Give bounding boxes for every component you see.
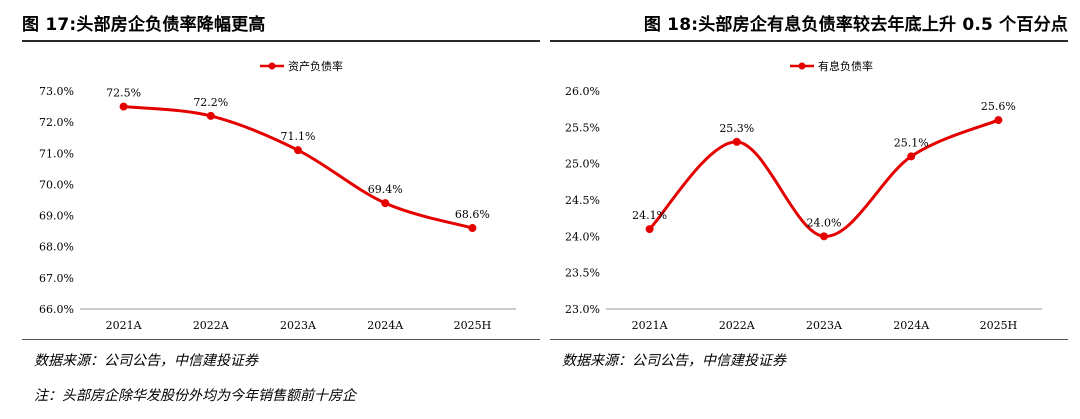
- y-tick-label: 72.0%: [39, 116, 74, 129]
- x-tick-label: 2021A: [106, 319, 143, 332]
- data-point: [820, 232, 828, 241]
- legend-marker-swatch: [268, 62, 276, 70]
- data-label: 25.6%: [981, 100, 1016, 113]
- footnote: 注：头部房企除华发股份外均为今年销售额前十房企: [34, 388, 356, 404]
- y-tick-label: 71.0%: [39, 147, 74, 160]
- data-label: 72.5%: [106, 87, 141, 100]
- data-point: [119, 102, 128, 111]
- right-figure-panel: 图 18:头部房企有息负债率较去年底上升 0.5 个百分点 有息负债率 26.0%…: [550, 0, 1068, 419]
- y-tick-label: 66.0%: [39, 303, 74, 316]
- x-tick-label: 2025H: [454, 319, 492, 332]
- data-label: 69.4%: [368, 183, 403, 196]
- y-tick-label: 23.5%: [565, 267, 600, 280]
- x-tick-label: 2022A: [719, 319, 756, 332]
- legend-label: 资产负债率: [288, 59, 343, 73]
- data-label: 72.2%: [193, 96, 228, 109]
- y-tick-label: 67.0%: [39, 272, 74, 285]
- data-label: 24.0%: [807, 216, 842, 229]
- data-label: 25.1%: [894, 136, 929, 149]
- data-point: [732, 137, 741, 146]
- data-point: [994, 116, 1003, 125]
- right-title-rule: [550, 40, 1068, 42]
- data-point: [381, 199, 390, 208]
- series-line: [122, 105, 474, 230]
- y-tick-label: 23.0%: [565, 303, 600, 316]
- y-tick-label: 69.0%: [39, 210, 74, 223]
- legend: 有息负债率: [790, 59, 873, 73]
- left-bottom-rule: [22, 339, 540, 340]
- right-source-text: 数据来源：公司公告，中信建投证券: [562, 353, 786, 369]
- legend-marker-swatch: [798, 62, 806, 70]
- data-point: [468, 224, 477, 233]
- x-tick-label: 2023A: [280, 319, 317, 332]
- y-tick-label: 26.0%: [565, 85, 600, 98]
- data-point: [645, 225, 654, 234]
- right-figure-title: 图 18:头部房企有息负债率较去年底上升 0.5 个百分点: [643, 15, 1068, 35]
- legend: 资产负债率: [260, 59, 343, 73]
- data-label: 68.6%: [455, 208, 490, 221]
- left-source-text: 数据来源：公司公告，中信建投证券: [34, 353, 258, 369]
- y-tick-label: 24.0%: [565, 230, 600, 243]
- left-line-chart: 资产负债率 73.0% 72.0% 71.0% 70.0% 69.0% 68.0% 67.0%…: [39, 59, 516, 332]
- data-point: [294, 146, 302, 155]
- left-title-rule: [22, 40, 540, 42]
- y-tick-label: 68.0%: [39, 241, 74, 254]
- x-tick-label: 2021A: [632, 319, 669, 332]
- left-figure-panel: 图 17:头部房企负债率降幅更高 资产负债率 73.0% 72.0% 71.0% 70.…: [22, 0, 540, 419]
- y-tick-label: 24.5%: [565, 194, 600, 207]
- y-tick-label: 70.0%: [39, 178, 74, 191]
- data-label: 71.1%: [281, 130, 316, 143]
- right-bottom-rule: [550, 339, 1068, 340]
- x-tick-label: 2022A: [193, 319, 230, 332]
- x-tick-label: 2023A: [806, 319, 843, 332]
- data-point: [907, 152, 916, 161]
- x-tick-label: 2024A: [367, 319, 404, 332]
- left-figure-title: 图 17:头部房企负债率降幅更高: [22, 15, 266, 35]
- y-tick-label: 25.0%: [565, 158, 600, 171]
- y-tick-label: 73.0%: [39, 85, 74, 98]
- x-tick-label: 2024A: [893, 319, 930, 332]
- data-label: 25.3%: [719, 122, 754, 135]
- y-tick-label: 25.5%: [565, 121, 600, 134]
- data-point: [206, 111, 215, 120]
- data-label: 24.1%: [632, 209, 667, 222]
- x-tick-label: 2025H: [980, 319, 1018, 332]
- right-line-chart: 有息负债率 26.0% 25.5% 25.0% 24.5% 24.0% 23.5% 23.0%…: [565, 59, 1042, 332]
- legend-label: 有息负债率: [818, 59, 873, 73]
